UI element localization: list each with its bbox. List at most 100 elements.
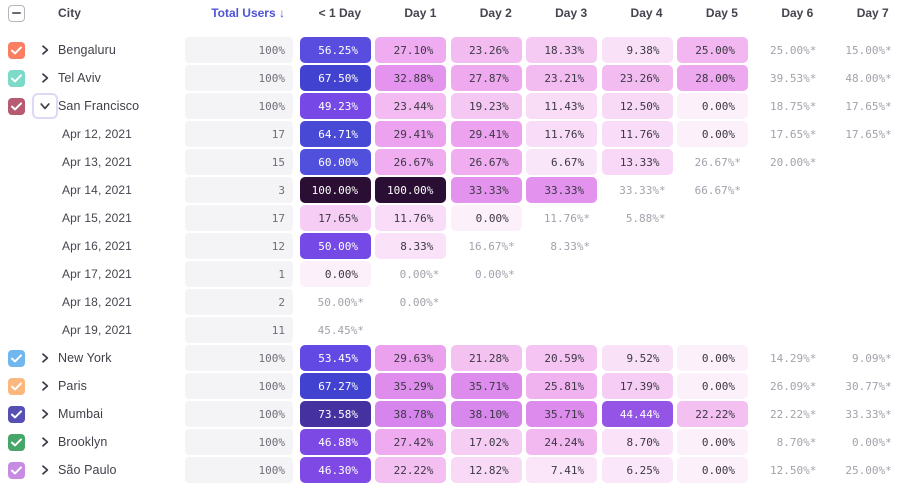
retention-cell[interactable]: 67.27% xyxy=(300,373,371,399)
retention-cell[interactable]: 12.50%* xyxy=(769,463,817,477)
retention-cell[interactable]: 45.45%* xyxy=(317,323,364,337)
retention-cell[interactable]: 30.77%* xyxy=(845,379,892,393)
retention-cell[interactable]: 39.53%* xyxy=(769,71,817,85)
retention-cell[interactable]: 53.45% xyxy=(300,345,371,371)
retention-cell[interactable]: 32.88% xyxy=(375,65,447,91)
retention-cell[interactable]: 8.70% xyxy=(601,429,673,455)
retention-cell[interactable]: 66.67%* xyxy=(694,183,741,197)
retention-cell[interactable]: 33.33% xyxy=(450,177,522,203)
row-checkbox[interactable] xyxy=(8,405,25,423)
retention-cell[interactable]: 35.29% xyxy=(375,373,447,399)
retention-cell[interactable]: 8.33%* xyxy=(550,239,591,253)
retention-cell[interactable]: 9.38% xyxy=(601,37,673,63)
expand-row-button[interactable] xyxy=(35,460,55,480)
retention-cell[interactable]: 44.44% xyxy=(601,401,673,427)
retention-cell[interactable]: 0.00%* xyxy=(399,295,440,309)
retention-cell[interactable]: 22.22%* xyxy=(769,407,817,421)
retention-cell[interactable]: 29.41% xyxy=(375,121,447,147)
retention-cell[interactable]: 27.10% xyxy=(375,37,447,63)
retention-cell[interactable]: 0.00%* xyxy=(399,267,440,281)
expand-row-button[interactable] xyxy=(35,404,55,424)
retention-cell[interactable]: 8.33% xyxy=(375,233,447,259)
retention-cell[interactable]: 73.58% xyxy=(300,401,371,427)
row-checkbox[interactable] xyxy=(8,97,25,115)
retention-cell[interactable]: 12.82% xyxy=(450,457,522,483)
retention-cell[interactable]: 13.33% xyxy=(601,149,673,175)
retention-cell[interactable]: 25.81% xyxy=(526,373,598,399)
retention-cell[interactable]: 29.41% xyxy=(450,121,522,147)
retention-cell[interactable]: 14.29%* xyxy=(769,351,817,365)
retention-cell[interactable]: 26.67% xyxy=(375,149,447,175)
expand-row-button[interactable] xyxy=(35,432,55,452)
retention-cell[interactable]: 12.50% xyxy=(601,93,673,119)
row-checkbox[interactable] xyxy=(8,461,25,479)
retention-cell[interactable]: 5.88%* xyxy=(625,211,666,225)
retention-cell[interactable]: 33.33%* xyxy=(845,407,892,421)
retention-cell[interactable]: 35.71% xyxy=(526,401,598,427)
retention-cell[interactable]: 100.00% xyxy=(375,177,447,203)
retention-cell[interactable]: 8.70%* xyxy=(776,435,817,449)
retention-cell[interactable]: 17.65%* xyxy=(845,127,892,141)
retention-cell[interactable]: 11.76%* xyxy=(543,211,591,225)
retention-cell[interactable]: 6.25% xyxy=(601,457,673,483)
row-checkbox[interactable] xyxy=(8,41,25,59)
retention-cell[interactable]: 23.21% xyxy=(526,65,598,91)
retention-cell[interactable]: 7.41% xyxy=(526,457,598,483)
retention-cell[interactable]: 11.43% xyxy=(526,93,598,119)
retention-cell[interactable]: 27.87% xyxy=(450,65,522,91)
retention-cell[interactable]: 23.26% xyxy=(450,37,522,63)
retention-cell[interactable]: 33.33% xyxy=(526,177,598,203)
retention-cell[interactable]: 29.63% xyxy=(375,345,447,371)
retention-cell[interactable]: 0.00% xyxy=(676,345,748,371)
row-checkbox[interactable] xyxy=(8,69,25,87)
retention-cell[interactable]: 60.00% xyxy=(300,149,371,175)
collapse-row-button[interactable] xyxy=(31,93,58,119)
retention-cell[interactable]: 16.67%* xyxy=(468,239,515,253)
retention-cell[interactable]: 38.78% xyxy=(375,401,447,427)
retention-cell[interactable]: 0.00%* xyxy=(851,435,892,449)
retention-cell[interactable]: 23.44% xyxy=(375,93,447,119)
retention-cell[interactable]: 46.30% xyxy=(300,457,371,483)
retention-cell[interactable]: 22.22% xyxy=(676,401,748,427)
retention-cell[interactable]: 23.26% xyxy=(601,65,673,91)
retention-cell[interactable]: 26.67% xyxy=(450,149,522,175)
retention-cell[interactable]: 17.65%* xyxy=(845,99,892,113)
retention-cell[interactable]: 64.71% xyxy=(300,121,371,147)
retention-cell[interactable]: 15.00%* xyxy=(845,43,892,57)
retention-cell[interactable]: 0.00% xyxy=(676,121,748,147)
retention-cell[interactable]: 11.76% xyxy=(601,121,673,147)
retention-cell[interactable]: 67.50% xyxy=(300,65,371,91)
retention-cell[interactable]: 11.76% xyxy=(526,121,598,147)
retention-cell[interactable]: 17.65% xyxy=(300,205,371,231)
retention-cell[interactable]: 18.33% xyxy=(526,37,598,63)
retention-cell[interactable]: 19.23% xyxy=(450,93,522,119)
retention-cell[interactable]: 0.00% xyxy=(676,93,748,119)
retention-cell[interactable]: 26.67%* xyxy=(694,155,741,169)
retention-cell[interactable]: 49.23% xyxy=(300,93,371,119)
retention-cell[interactable]: 0.00% xyxy=(676,429,748,455)
retention-cell[interactable]: 25.00% xyxy=(676,37,748,63)
column-header-total-users-sort[interactable]: Total Users ↓ xyxy=(211,6,285,20)
retention-cell[interactable]: 50.00% xyxy=(300,233,371,259)
row-checkbox[interactable] xyxy=(8,349,25,367)
row-checkbox[interactable] xyxy=(8,377,25,395)
retention-cell[interactable]: 50.00%* xyxy=(317,295,364,309)
retention-cell[interactable]: 0.00%* xyxy=(475,267,515,281)
retention-cell[interactable]: 0.00% xyxy=(450,205,522,231)
retention-cell[interactable]: 28.00% xyxy=(676,65,748,91)
retention-cell[interactable]: 20.59% xyxy=(526,345,598,371)
retention-cell[interactable]: 33.33%* xyxy=(619,183,666,197)
retention-cell[interactable]: 25.00%* xyxy=(845,463,892,477)
retention-cell[interactable]: 100.00% xyxy=(300,177,371,203)
retention-cell[interactable]: 11.76% xyxy=(375,205,447,231)
retention-cell[interactable]: 24.24% xyxy=(526,429,598,455)
expand-row-button[interactable] xyxy=(35,68,55,88)
select-all-checkbox[interactable] xyxy=(8,4,25,22)
retention-cell[interactable]: 38.10% xyxy=(450,401,522,427)
retention-cell[interactable]: 0.00% xyxy=(300,261,371,287)
retention-cell[interactable]: 0.00% xyxy=(676,373,748,399)
retention-cell[interactable]: 18.75%* xyxy=(769,99,817,113)
retention-cell[interactable]: 0.00% xyxy=(676,457,748,483)
retention-cell[interactable]: 17.02% xyxy=(450,429,522,455)
retention-cell[interactable]: 17.65%* xyxy=(769,127,817,141)
